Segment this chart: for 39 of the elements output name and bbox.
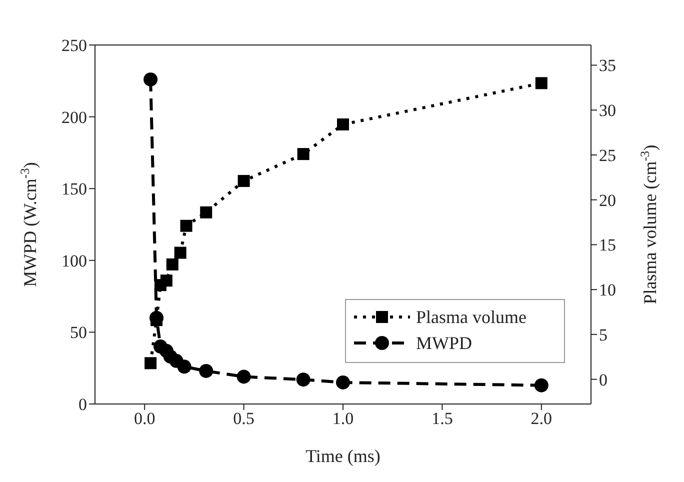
y2-tick-label: 15: [599, 236, 616, 255]
y2-tick-label: 0: [599, 370, 608, 390]
point: [337, 118, 349, 130]
point: [238, 174, 250, 187]
point: [160, 274, 172, 287]
x-tick-label: 2.0: [530, 409, 552, 428]
x-axis-title: Time (ms): [306, 446, 380, 466]
y-tick-label: 100: [62, 251, 87, 270]
point: [236, 370, 251, 384]
y2-tick-label: 35: [599, 56, 616, 76]
y2-tick-label: 20: [599, 190, 616, 210]
x-tick-label: 1.0: [332, 409, 354, 428]
y-tick-label: 200: [62, 108, 87, 127]
point: [174, 246, 186, 259]
point: [166, 258, 178, 270]
y2-tick-label: 25: [599, 146, 616, 165]
y-tick-label: 50: [70, 323, 87, 342]
y2-tick-label: 10: [599, 280, 616, 300]
legend-label: MWPD: [416, 332, 472, 354]
y2-tick-label: 30: [599, 101, 616, 120]
y2-tick-label: 5: [599, 325, 608, 344]
point: [200, 206, 212, 218]
y-tick-label: 0: [78, 395, 87, 414]
y-tick-label: 250: [62, 36, 87, 56]
x-tick-label: 0.5: [233, 409, 254, 428]
point: [180, 220, 192, 232]
point: [535, 77, 548, 90]
point: [297, 148, 310, 160]
y-tick-label: 150: [62, 180, 87, 199]
point: [199, 364, 214, 378]
point: [336, 375, 350, 390]
x-tick-label: 1.5: [432, 409, 453, 428]
point: [534, 378, 548, 392]
point: [296, 372, 310, 387]
x-tick-label: 0.0: [134, 409, 156, 428]
point: [177, 360, 192, 374]
legend-label: Plasma volume: [416, 306, 526, 328]
point: [144, 72, 158, 86]
point: [144, 357, 157, 370]
